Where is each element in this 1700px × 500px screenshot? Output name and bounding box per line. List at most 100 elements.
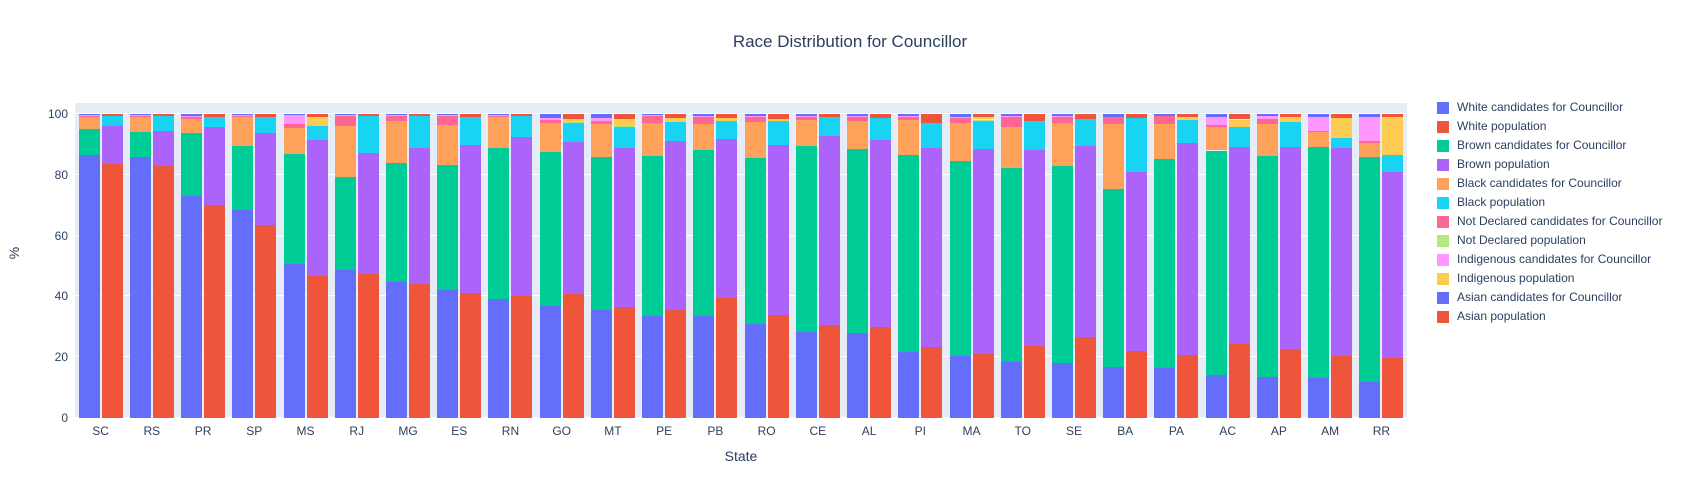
- bar-segment[interactable]: [334, 269, 356, 418]
- bar-segment[interactable]: [870, 326, 892, 418]
- bar-segment[interactable]: [1256, 116, 1278, 119]
- bar-segment[interactable]: [129, 156, 151, 418]
- bar-segment[interactable]: [283, 114, 305, 115]
- bar-segment[interactable]: [437, 290, 459, 418]
- bar-segment[interactable]: [972, 114, 994, 118]
- bar-segment[interactable]: [847, 148, 869, 334]
- bar-segment[interactable]: [539, 114, 561, 119]
- bar-segment[interactable]: [1205, 127, 1227, 151]
- bar-segment[interactable]: [386, 115, 407, 116]
- bar-segment[interactable]: [1382, 155, 1404, 172]
- bar-segment[interactable]: [949, 114, 971, 117]
- bar-segment[interactable]: [562, 121, 584, 123]
- bar-segment[interactable]: [488, 117, 510, 149]
- bar-segment[interactable]: [716, 138, 738, 299]
- bar-segment[interactable]: [795, 146, 817, 332]
- bar-segment[interactable]: [818, 324, 840, 418]
- bar-segment[interactable]: [1103, 367, 1125, 418]
- bar-segment[interactable]: [818, 117, 840, 136]
- bar-segment[interactable]: [409, 284, 430, 418]
- bar-segment[interactable]: [847, 121, 869, 149]
- bar-segment[interactable]: [460, 114, 482, 117]
- bar-segment[interactable]: [590, 310, 612, 418]
- bar-segment[interactable]: [665, 310, 687, 418]
- bar-segment[interactable]: [1205, 114, 1227, 117]
- bar-segment[interactable]: [78, 115, 100, 116]
- bar-segment[interactable]: [921, 123, 943, 149]
- bar-segment[interactable]: [334, 115, 356, 116]
- bar-segment[interactable]: [101, 116, 123, 127]
- bar-segment[interactable]: [716, 120, 738, 139]
- legend-item[interactable]: Brown candidates for Councillor: [1437, 136, 1662, 155]
- bar-segment[interactable]: [949, 123, 971, 162]
- bar-segment[interactable]: [870, 139, 892, 327]
- bar-segment[interactable]: [386, 114, 407, 116]
- bar-segment[interactable]: [306, 276, 328, 418]
- bar-segment[interactable]: [129, 115, 151, 117]
- bar-segment[interactable]: [437, 124, 459, 166]
- bar-segment[interactable]: [283, 154, 305, 265]
- bar-segment[interactable]: [1154, 159, 1176, 368]
- bar-segment[interactable]: [1023, 346, 1045, 418]
- bar-segment[interactable]: [795, 119, 817, 147]
- bar-segment[interactable]: [1177, 117, 1199, 121]
- bar-segment[interactable]: [1052, 166, 1073, 364]
- bar-segment[interactable]: [1052, 116, 1073, 124]
- bar-segment[interactable]: [204, 117, 226, 128]
- bar-segment[interactable]: [511, 116, 533, 137]
- bar-segment[interactable]: [847, 116, 869, 122]
- bar-segment[interactable]: [283, 114, 305, 125]
- bar-segment[interactable]: [1075, 114, 1096, 119]
- bar-segment[interactable]: [1359, 140, 1381, 143]
- bar-segment[interactable]: [613, 126, 635, 149]
- bar-segment[interactable]: [306, 139, 328, 277]
- bar-segment[interactable]: [716, 114, 738, 118]
- bar-segment[interactable]: [101, 164, 123, 418]
- bar-segment[interactable]: [129, 116, 151, 133]
- bar-segment[interactable]: [693, 114, 715, 117]
- bar-segment[interactable]: [642, 316, 664, 418]
- bar-segment[interactable]: [613, 118, 635, 127]
- bar-segment[interactable]: [1359, 117, 1381, 141]
- bar-segment[interactable]: [590, 118, 612, 121]
- legend-item[interactable]: Asian candidates for Councillor: [1437, 288, 1662, 307]
- bar-segment[interactable]: [181, 116, 203, 119]
- bar-segment[interactable]: [949, 355, 971, 418]
- bar-segment[interactable]: [152, 115, 174, 132]
- bar-segment[interactable]: [693, 149, 715, 317]
- bar-segment[interactable]: [1331, 148, 1353, 356]
- bar-segment[interactable]: [795, 115, 817, 120]
- bar-segment[interactable]: [1256, 124, 1278, 156]
- bar-segment[interactable]: [590, 156, 612, 311]
- bar-segment[interactable]: [357, 274, 379, 418]
- bar-segment[interactable]: [1359, 381, 1381, 418]
- bar-segment[interactable]: [386, 115, 407, 121]
- bar-segment[interactable]: [1228, 146, 1250, 344]
- bar-segment[interactable]: [921, 148, 943, 347]
- bar-segment[interactable]: [101, 126, 123, 165]
- bar-segment[interactable]: [539, 120, 561, 124]
- bar-segment[interactable]: [1052, 363, 1073, 418]
- bar-segment[interactable]: [152, 114, 174, 116]
- bar-segment[interactable]: [78, 128, 100, 156]
- bar-segment[interactable]: [101, 114, 123, 117]
- bar-segment[interactable]: [152, 165, 174, 418]
- bar-segment[interactable]: [181, 133, 203, 197]
- bar-segment[interactable]: [1154, 124, 1176, 159]
- bar-segment[interactable]: [357, 152, 379, 275]
- bar-segment[interactable]: [511, 136, 533, 297]
- bar-segment[interactable]: [1308, 378, 1330, 418]
- bar-segment[interactable]: [1308, 132, 1330, 147]
- bar-segment[interactable]: [1205, 375, 1227, 418]
- bar-segment[interactable]: [232, 116, 254, 147]
- bar-segment[interactable]: [1308, 146, 1330, 379]
- legend-item[interactable]: Indigenous candidates for Councillor: [1437, 250, 1662, 269]
- bar-segment[interactable]: [642, 122, 664, 157]
- bar-segment[interactable]: [972, 120, 994, 150]
- bar-segment[interactable]: [562, 122, 584, 143]
- bar-segment[interactable]: [1177, 354, 1199, 418]
- bar-segment[interactable]: [1228, 119, 1250, 127]
- bar-segment[interactable]: [949, 118, 971, 124]
- bar-segment[interactable]: [1075, 118, 1096, 147]
- bar-segment[interactable]: [386, 120, 407, 163]
